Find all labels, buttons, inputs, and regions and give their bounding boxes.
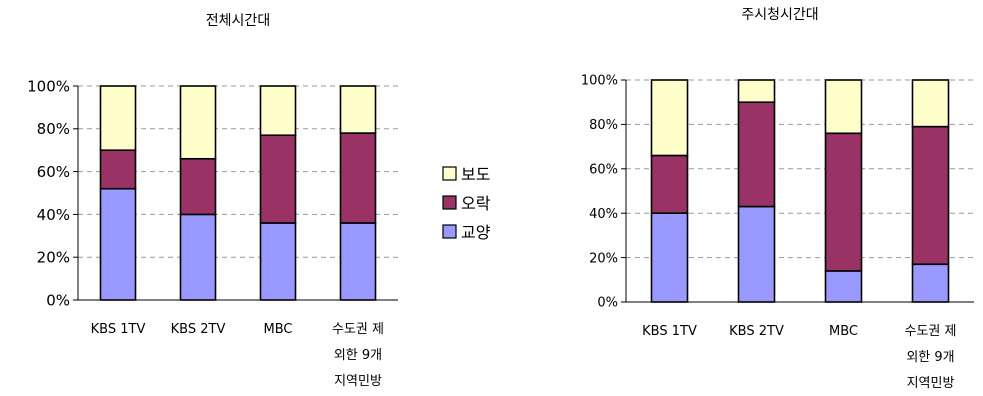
- y-tick-label: 80%: [589, 118, 618, 133]
- x-tick-label: 외한 9개: [906, 350, 954, 365]
- chart-all-day: 전체시간대 0% 20% 40% 60% 80% 100% KBS 1TV KBS 2TV MBC…: [27, 13, 398, 389]
- bar-segment: [650, 154, 689, 214]
- bar-segment: [179, 213, 217, 301]
- bar-segment: [339, 132, 377, 224]
- bar-segment: [737, 101, 776, 208]
- x-tick-label: KBS 1TV: [642, 324, 697, 339]
- y-tick-label: 40%: [589, 207, 618, 222]
- bar-segment: [824, 132, 863, 272]
- bar-segment: [179, 85, 217, 160]
- bar-segment: [911, 263, 950, 303]
- bar-segment: [259, 85, 297, 137]
- y-tick-label: 100%: [581, 74, 618, 89]
- chart-prime-time: 주시청시간대 0% 20% 40% 60% 80% 100% KBS 1TV KBS 2TV MB…: [581, 7, 974, 391]
- bar-segment: [824, 270, 863, 303]
- legend-label: 교양: [461, 223, 491, 242]
- x-tick-label: KBS 2TV: [729, 324, 784, 339]
- x-tick-label: 지역민방: [907, 376, 955, 391]
- bar-segment: [824, 79, 863, 135]
- bar-segment: [259, 222, 297, 301]
- bar-segment: [911, 125, 950, 266]
- bar-segment: [911, 79, 950, 128]
- legend-swatch: [442, 195, 457, 210]
- chart-title: 주시청시간대: [741, 7, 818, 23]
- legend-swatch: [442, 224, 457, 239]
- x-tick-label: 외한 9개: [334, 348, 382, 363]
- y-tick-label: 100%: [27, 77, 70, 95]
- y-tick-label: 40%: [37, 206, 70, 224]
- bar-segment: [737, 205, 776, 303]
- bar-segment: [650, 212, 689, 303]
- bar-segment: [650, 79, 689, 157]
- y-tick-label: 20%: [589, 251, 618, 266]
- y-tick-label: 80%: [37, 120, 70, 138]
- y-tick-label: 60%: [37, 163, 70, 181]
- x-tick-label: KBS 1TV: [91, 322, 146, 337]
- legend-swatch: [442, 166, 457, 181]
- bar-segment: [179, 157, 217, 216]
- bar-segment: [339, 85, 377, 134]
- bar-segment: [259, 134, 297, 224]
- y-tick-label: 0%: [46, 291, 70, 309]
- y-tick-label: 60%: [589, 162, 618, 177]
- chart-title: 전체시간대: [206, 13, 270, 29]
- bar-segment: [99, 187, 137, 301]
- bar-segment: [99, 149, 137, 190]
- x-tick-label: 수도권 제: [905, 324, 957, 339]
- x-tick-label: 수도권 제: [332, 322, 384, 337]
- x-tick-label: 지역민방: [334, 374, 382, 389]
- bar-segment: [737, 79, 776, 104]
- legend-label: 보도: [461, 165, 490, 184]
- y-tick-label: 20%: [37, 249, 70, 267]
- x-tick-label: MBC: [264, 322, 293, 337]
- y-tick-label: 0%: [597, 296, 618, 311]
- x-tick-label: MBC: [829, 324, 858, 339]
- legend-label: 오락: [461, 194, 491, 213]
- x-tick-label: KBS 2TV: [171, 322, 226, 337]
- bar-segment: [99, 85, 137, 151]
- bar-segment: [339, 222, 377, 301]
